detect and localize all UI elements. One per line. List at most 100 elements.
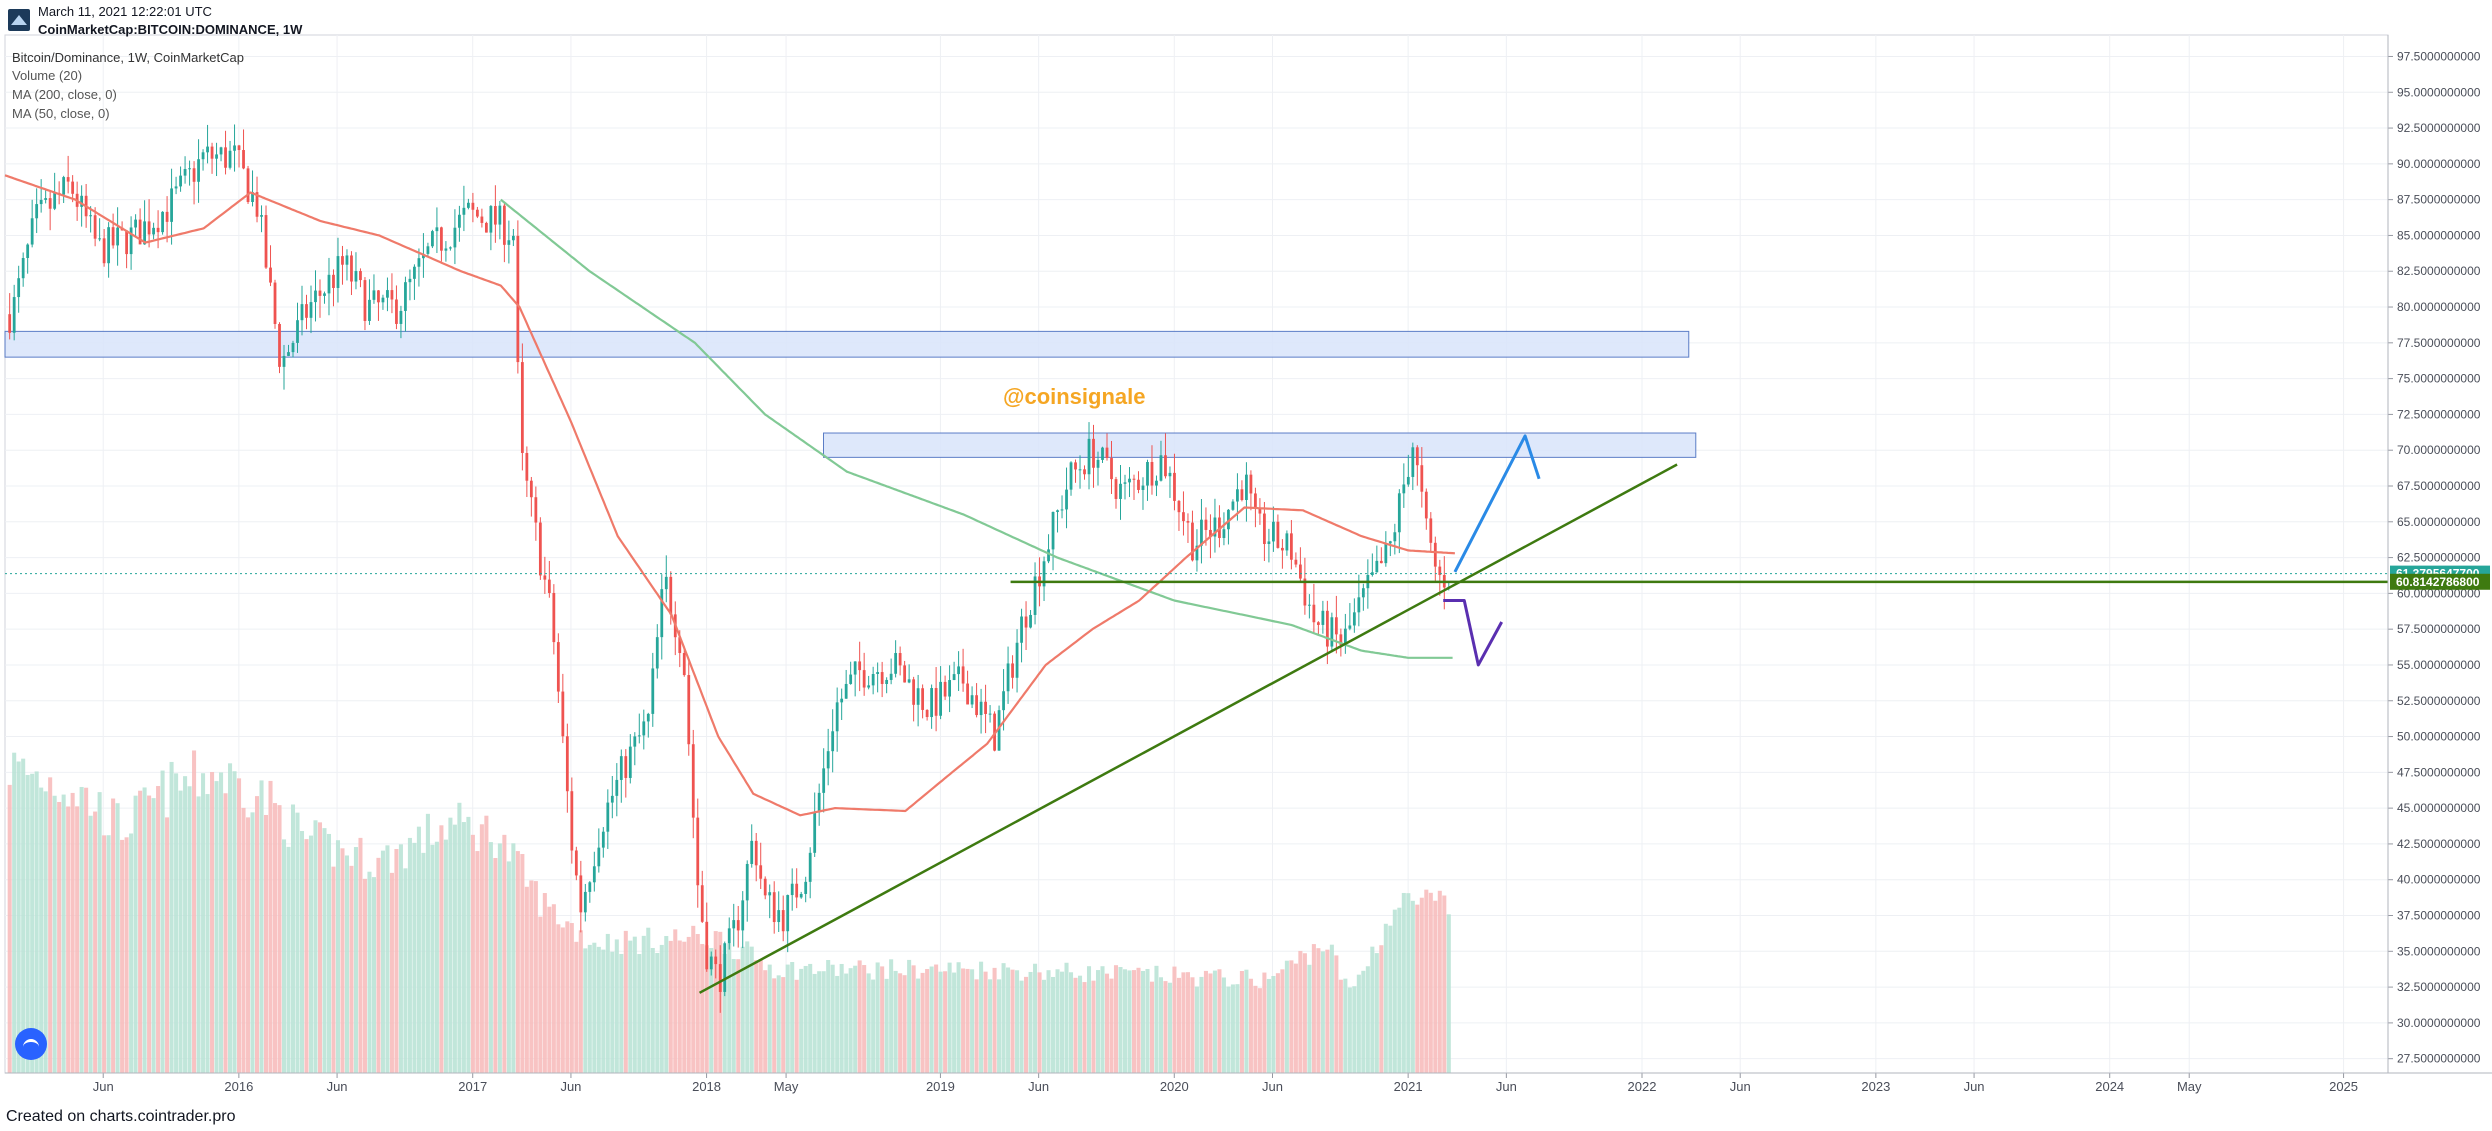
candle-body [840, 698, 844, 703]
volume-bar [767, 964, 772, 1073]
volume-bar [529, 880, 534, 1073]
candle-body [781, 910, 785, 932]
volume-bar [255, 796, 260, 1073]
volume-bar [1379, 945, 1384, 1073]
candle-body [152, 227, 155, 235]
candle-body [867, 685, 871, 688]
volume-bar [1136, 967, 1141, 1073]
volume-bar [1347, 987, 1352, 1073]
candle-body [916, 688, 920, 705]
candle-body [62, 177, 66, 195]
candle-body [1164, 455, 1167, 477]
volume-bar [659, 944, 664, 1073]
volume-bar [551, 904, 556, 1073]
volume-bar [1149, 981, 1155, 1073]
volume-bar [745, 941, 750, 1073]
volume-bar [1397, 907, 1402, 1073]
candle-body [921, 688, 925, 710]
candle-body [1209, 529, 1212, 537]
volume-bar [857, 960, 862, 1073]
axes: 97.5000000000 95.0000000000 92.5000000000 9… [5, 35, 2492, 1094]
candle-body [934, 688, 938, 716]
volume-bar [497, 843, 502, 1073]
bearish-projection-arrow [1443, 599, 1504, 667]
volume-bar [848, 968, 853, 1073]
candle-body [237, 145, 241, 151]
candle-body [1051, 511, 1055, 550]
candle-body [1357, 597, 1361, 613]
legend-ma50[interactable]: MA (50, close, 0) [12, 106, 110, 121]
volume-bar [650, 947, 655, 1073]
x-tick-label: Jun [1262, 1079, 1283, 1094]
candle-body [795, 883, 799, 898]
volume-bar [578, 930, 583, 1073]
candle-body [520, 362, 524, 453]
candle-body [498, 205, 502, 225]
volume-bar [66, 806, 71, 1073]
volume-bar [776, 975, 781, 1073]
legend-main-series[interactable]: Bitcoin/Dominance, 1W, CoinMarketCap [12, 50, 244, 65]
y-tick-label: 95.0000000000 [2397, 85, 2481, 99]
volume-bar [1118, 967, 1123, 1073]
candle-body [1141, 485, 1145, 490]
candle-body [1254, 493, 1257, 508]
candle-body [1438, 566, 1442, 576]
candle-body [997, 710, 1001, 751]
candle-body [368, 299, 371, 321]
volume-bar [1239, 971, 1244, 1073]
candle-body [664, 576, 668, 590]
candle-body [197, 159, 200, 182]
volume-bar [821, 971, 826, 1073]
volume-bar [1208, 973, 1213, 1073]
volume-bar [1329, 944, 1334, 1073]
candle-body [849, 674, 853, 684]
candle-body [174, 186, 178, 189]
volume-bar [907, 959, 912, 1073]
drawings [5, 434, 2388, 994]
candle-body [1379, 560, 1383, 564]
y-tick-label: 62.5000000000 [2397, 551, 2481, 565]
volume-bar [1316, 948, 1321, 1073]
legend-ma200[interactable]: MA (200, close, 0) [12, 87, 117, 102]
volume-bar [313, 820, 318, 1073]
volume-bar [1104, 973, 1110, 1073]
candle-body [1303, 578, 1307, 606]
volume-bar [677, 940, 682, 1073]
candle-body [1312, 604, 1316, 623]
bullish-projection-arrow [1453, 434, 1541, 573]
y-tick-label: 35.0000000000 [2397, 944, 2481, 958]
volume-bar [925, 969, 930, 1073]
volume-bar [362, 878, 367, 1073]
resistance-zone-2 [822, 432, 1697, 458]
candle-body [318, 290, 322, 296]
volume-bar [1298, 950, 1303, 1073]
volume-bar [619, 953, 624, 1073]
volume-bar [295, 812, 300, 1073]
volume-bar [43, 791, 48, 1073]
volume-bar [988, 979, 993, 1073]
volume-bar [115, 803, 120, 1073]
legend-volume[interactable]: Volume (20) [12, 68, 83, 83]
candle-body [880, 672, 884, 684]
volume-bar [156, 786, 161, 1073]
candle-body [1397, 493, 1401, 533]
candle-body [853, 661, 857, 675]
volume-bar [183, 776, 188, 1073]
candle-body [948, 680, 951, 697]
candle-body [233, 145, 236, 151]
volume-bar [389, 872, 394, 1073]
volume-bar [799, 968, 804, 1073]
volume-bar [830, 964, 835, 1073]
volume-bar [12, 752, 17, 1073]
candle-body [1182, 512, 1185, 522]
candle-body [156, 227, 160, 233]
candle-body [341, 256, 344, 265]
candle-body [835, 702, 839, 732]
volume-bar [412, 842, 417, 1073]
candle-body [628, 746, 632, 778]
tradingview-logo-icon[interactable] [15, 1028, 47, 1060]
candle-body [502, 205, 506, 245]
volume-bar [39, 787, 44, 1073]
volume-bar [434, 841, 439, 1073]
